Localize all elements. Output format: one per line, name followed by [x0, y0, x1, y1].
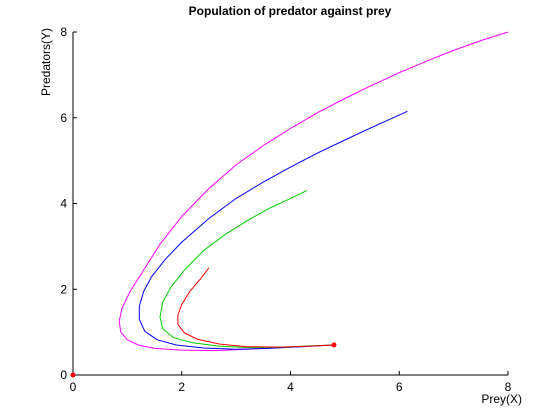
y-tick-label: 4	[60, 197, 67, 211]
axes	[72, 32, 508, 376]
x-tick-label: 4	[287, 380, 294, 394]
y-tick-label: 8	[60, 25, 67, 39]
y-tick-label: 6	[60, 111, 67, 125]
series-line-1	[118, 31, 509, 352]
y-tick-label: 0	[60, 368, 67, 382]
series-line-4	[177, 267, 335, 348]
x-tick-label: 2	[178, 380, 185, 394]
x-tick-label: 8	[505, 380, 512, 394]
series-line-2	[138, 110, 408, 350]
tick-group: 0 2 4 6 8 0 2 4 6 8	[60, 25, 511, 394]
point-marker-2	[70, 372, 76, 378]
y-axis-label: Predators(Y)	[39, 28, 53, 96]
marker-group	[70, 342, 337, 378]
point-marker-1	[331, 342, 337, 348]
x-axis-label: Prey(X)	[481, 392, 522, 406]
series-group	[118, 31, 509, 352]
series-line-3	[159, 190, 335, 349]
chart-title: Population of predator against prey	[189, 4, 392, 18]
y-tick-label: 2	[60, 282, 67, 296]
x-tick-label: 6	[396, 380, 403, 394]
x-tick-label: 0	[70, 380, 77, 394]
